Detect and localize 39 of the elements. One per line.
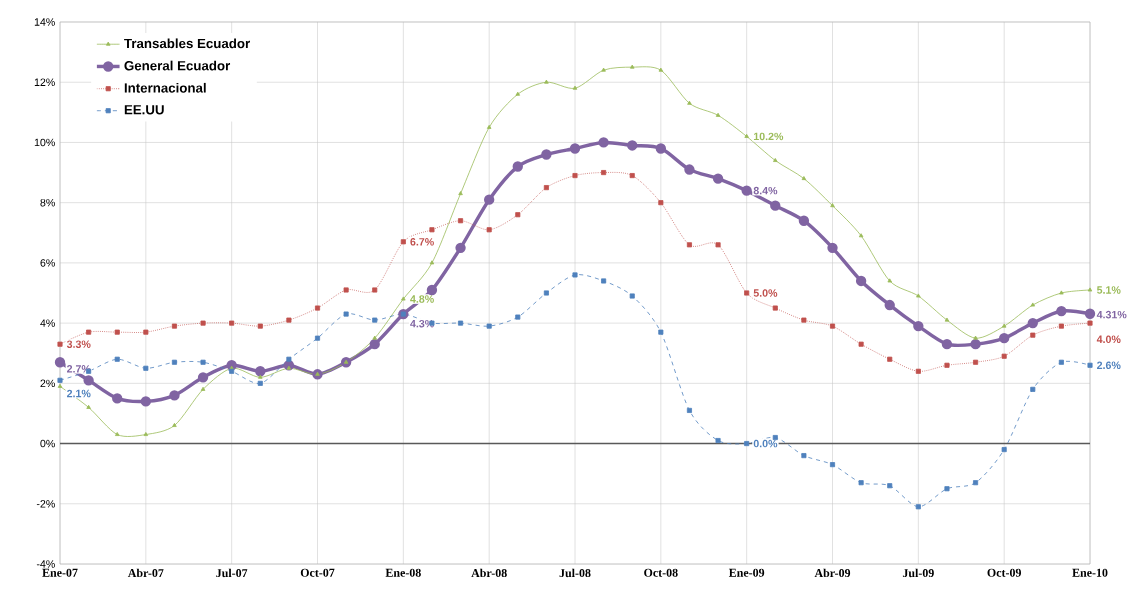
legend-label: EE.UU (124, 105, 164, 115)
data-label: 10.2% (753, 132, 784, 141)
data-label: 2.1% (67, 389, 91, 398)
legend-label: General Ecuador (124, 60, 231, 71)
data-label: 5.0% (753, 289, 778, 297)
x-tick-label: Jul-09 (902, 568, 934, 578)
x-tick-label: Ene-10 (1072, 568, 1108, 577)
x-tick-label: Ene-09 (728, 568, 765, 577)
x-tick-label: Ene-08 (385, 568, 421, 577)
data-label: 5.1% (1096, 286, 1121, 294)
data-label: 2.6% (1097, 361, 1121, 370)
data-label: 4.8% (410, 295, 434, 303)
x-tick-label: Jul-08 (559, 568, 591, 578)
data-label: 6.7% (410, 238, 434, 246)
x-tick-label: Oct-07 (300, 568, 335, 577)
legend-label: Internacional (124, 82, 206, 93)
y-tick-label: 0% (40, 439, 55, 448)
y-tick-label: 6% (40, 259, 55, 267)
legend-label: Transables Ecuador (124, 38, 250, 49)
y-tick-label: -2% (36, 500, 55, 508)
x-tick-label: Abr-07 (127, 568, 164, 578)
x-tick-label: Abr-08 (471, 568, 507, 578)
y-tick-label: 10% (34, 138, 55, 147)
data-label: 8.4% (753, 186, 778, 195)
data-label: 4.31% (1096, 310, 1127, 319)
x-tick-label: Jul-07 (216, 568, 248, 578)
y-tick-label: 8% (40, 198, 55, 207)
data-label: 3.3% (66, 340, 91, 348)
x-tick-label: Oct-09 (987, 568, 1021, 577)
data-label: 0.0% (753, 439, 778, 448)
x-tick-label: Oct-08 (644, 568, 678, 577)
x-tick-label: Ene-07 (42, 568, 78, 577)
y-tick-label: 4% (40, 319, 55, 327)
y-tick-label: 12% (34, 78, 55, 86)
y-tick-label: -4% (36, 560, 55, 568)
x-tick-label: Abr-09 (814, 568, 851, 578)
y-tick-label: 2% (40, 379, 55, 388)
y-tick-label: 14% (34, 18, 55, 26)
data-label: 4.0% (1096, 335, 1121, 344)
